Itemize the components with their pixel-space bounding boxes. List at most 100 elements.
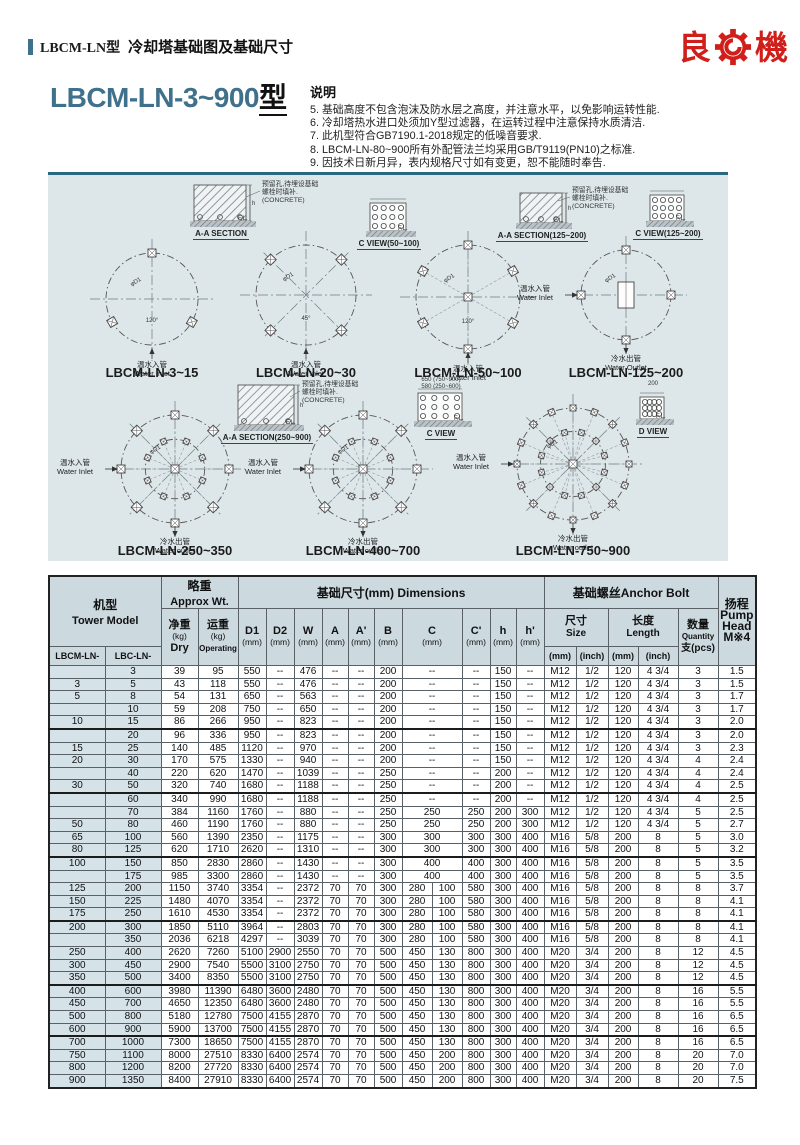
table-cell: M16 <box>543 856 577 871</box>
spec-table: 机型 Tower Model 略重 Approx Wt. 基础尺寸(mm) Dime… <box>48 575 758 1089</box>
table-cell <box>48 792 106 807</box>
table-cell: 400 <box>515 1061 545 1075</box>
header-col-lbc: LBC-LN- <box>104 646 162 666</box>
table-cell: 300 <box>489 958 517 973</box>
table-cell: 8350 <box>197 971 239 986</box>
table-row: 60 340 990 1680 -- 1188 -- -- 250 -- -- 200 -- M12 1/2… <box>48 792 757 807</box>
table-cell: 3/4 <box>575 1048 609 1063</box>
table-cell: 100 <box>104 830 162 845</box>
table-cell: 400 <box>401 869 463 884</box>
table-cell: 8 <box>637 882 679 896</box>
table-cell: 3600 <box>265 997 295 1012</box>
table-cell: 5/8 <box>575 856 609 871</box>
table-cell: 300 <box>373 830 403 845</box>
table-cell: -- <box>321 766 349 781</box>
table-cell: 1/2 <box>575 792 609 807</box>
table-cell: 250 <box>373 766 403 781</box>
table-row: 750 1100 8000 27510 8330 6400 2574 70 70 500 450 20… <box>48 1048 757 1063</box>
table-cell: -- <box>401 728 463 743</box>
table-cell: 27720 <box>197 1061 239 1075</box>
header-accent-bar <box>28 38 33 55</box>
table-cell: 6480 <box>237 984 267 999</box>
table-cell: 2.0 <box>717 728 757 743</box>
table-cell: 70 <box>347 971 375 986</box>
table-cell: 8 <box>677 920 719 935</box>
table-cell: 175 <box>104 869 162 884</box>
header-size-mm: (mm) <box>543 646 577 666</box>
logo-right-char: 機 <box>755 28 788 66</box>
table-cell: M12 <box>543 715 577 730</box>
table-cell: 4 3/4 <box>637 779 679 794</box>
table-cell: M12 <box>543 665 577 679</box>
table-cell: M12 <box>543 792 577 807</box>
view-caption: D VIEW <box>636 427 670 438</box>
table-cell: 400 <box>515 984 545 999</box>
table-cell: 4 <box>677 792 719 807</box>
table-row: 350 500 3400 8350 5500 3100 2750 70 70 500 450 130 8… <box>48 971 757 986</box>
table-cell: 1.7 <box>717 690 757 704</box>
table-cell: 400 <box>515 856 545 871</box>
table-cell: 4.1 <box>717 894 757 909</box>
table-cell: 300 <box>461 843 491 858</box>
table-cell: 3/4 <box>575 1010 609 1024</box>
table-cell: 150 <box>489 677 517 692</box>
table-cell: 5500 <box>237 958 267 973</box>
table-cell: 70 <box>347 933 375 948</box>
table-cell: 20 <box>677 1073 719 1089</box>
notes-list: 5. 基础高度不包含泡沫及防水层之高度，并注意水平，以免影响运转性能. 6. 冷却… <box>310 104 788 170</box>
table-cell: M20 <box>543 971 577 986</box>
table-cell: 3/4 <box>575 1035 609 1050</box>
table-cell: 450 130 <box>401 958 463 973</box>
table-cell: 120 <box>607 754 639 768</box>
table-cell: 750 <box>237 702 267 717</box>
table-cell: 300 <box>489 946 517 960</box>
table-cell: M16 <box>543 907 577 922</box>
table-cell: -- <box>347 754 375 768</box>
table-cell: 1680 <box>237 779 267 794</box>
table-cell: -- <box>401 741 463 756</box>
table-cell: 150 <box>489 690 517 704</box>
table-cell: 1/2 <box>575 702 609 717</box>
table-cell: M12 <box>543 728 577 743</box>
table-cell: 600 <box>104 984 162 999</box>
table-cell: 4070 <box>197 894 239 909</box>
table-cell: 5 <box>677 856 719 871</box>
table-cell: 1710 <box>197 843 239 858</box>
table-cell: -- <box>265 741 295 756</box>
water-inlet-label: 温水入管 Water Inlet <box>57 458 93 476</box>
table-cell: 300 <box>489 1061 517 1075</box>
table-cell: 1350 <box>104 1073 162 1089</box>
table-cell: 1850 <box>160 920 199 935</box>
table-cell: 800 <box>461 958 491 973</box>
note-item-8: 8. LBCM-LN-80~900所有外配管法兰均采用GB/T9119(PN10… <box>310 143 636 156</box>
table-cell: 80 <box>104 818 162 832</box>
table-cell: 2750 <box>293 971 323 986</box>
table-cell: 2372 <box>293 894 323 909</box>
table-cell: 5500 <box>237 971 267 986</box>
table-cell: 12 <box>677 958 719 973</box>
table-cell: 250 <box>373 818 403 832</box>
table-cell: -- <box>265 818 295 832</box>
table-cell: 1330 <box>237 754 267 768</box>
table-cell: 7260 <box>197 946 239 960</box>
header-dim-Ap: A' (mm) <box>347 608 375 666</box>
table-cell: -- <box>321 665 349 679</box>
table-cell: 70 <box>321 1048 349 1063</box>
table-cell: 800 <box>461 1010 491 1024</box>
table-cell: 8 <box>637 830 679 845</box>
table-cell: 5 <box>48 690 106 704</box>
table-cell: 8 <box>637 856 679 871</box>
table-cell: 300 <box>489 882 517 896</box>
table-cell: 1390 <box>197 830 239 845</box>
table-cell: -- <box>321 677 349 692</box>
table-cell: 500 <box>373 1048 403 1063</box>
header-dim-Cp: C' (mm) <box>461 608 491 666</box>
table-cell: 8 <box>637 1010 679 1024</box>
table-cell: 1188 <box>293 792 323 807</box>
table-cell: -- <box>461 741 491 756</box>
table-cell: 400 <box>461 869 491 884</box>
table-cell: -- <box>347 830 375 845</box>
table-cell: 300 <box>373 933 403 948</box>
table-cell: 2860 <box>237 869 267 884</box>
table-cell: 70 <box>321 933 349 948</box>
